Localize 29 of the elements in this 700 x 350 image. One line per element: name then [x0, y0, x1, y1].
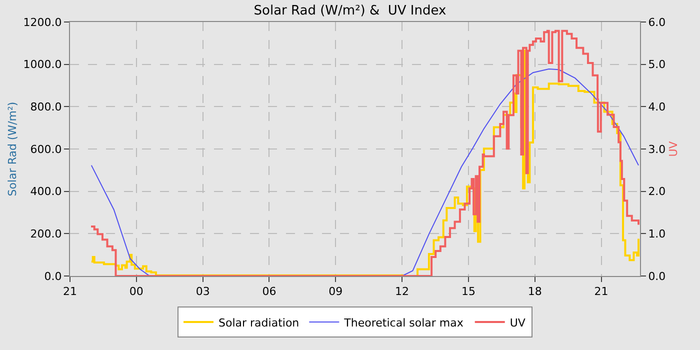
y2-tick-label: 0.0	[648, 270, 666, 283]
x-tick-label: 18	[528, 285, 542, 298]
x-tick-label: 00	[129, 285, 144, 298]
y-tick-label: 600.0	[30, 142, 62, 156]
y2-axis-title: UV	[666, 140, 680, 157]
y-tick-label: 800.0	[30, 100, 62, 114]
y-tick-label: 400.0	[30, 185, 62, 198]
x-tick-label: 21	[63, 285, 77, 298]
x-tick-label: 03	[196, 285, 210, 298]
legend-label: UV	[510, 316, 526, 330]
y-tick-label: 1200.0	[23, 16, 62, 29]
y2-tick-label: 3.0	[648, 142, 666, 156]
x-tick-label: 21	[594, 285, 608, 298]
x-tick-label: 12	[395, 285, 410, 298]
legend-label: Solar radiation	[218, 316, 300, 330]
y2-tick-label: 1.0	[648, 228, 666, 241]
y2-tick-label: 2.0	[648, 185, 666, 198]
y-tick-label: 0.0	[44, 270, 62, 283]
x-tick-label: 06	[262, 285, 276, 298]
y2-tick-label: 5.0	[648, 58, 666, 72]
y2-tick-label: 6.0	[648, 16, 666, 29]
y-tick-label: 1000.0	[23, 58, 62, 72]
legend-label: Theoretical solar max	[343, 316, 464, 330]
y-axis-title: Solar Rad (W/m²)	[6, 102, 19, 196]
y-tick-label: 200.0	[30, 228, 62, 241]
chart-title: Solar Rad (W/m²) & UV Index	[254, 3, 447, 18]
x-tick-label: 15	[461, 285, 476, 298]
x-tick-label: 09	[328, 285, 343, 298]
y2-tick-label: 4.0	[648, 100, 666, 114]
